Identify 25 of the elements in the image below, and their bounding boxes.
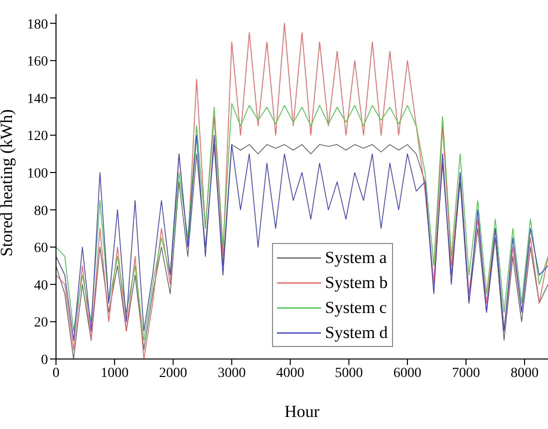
x-tick-label: 5000 <box>334 366 363 381</box>
y-tick-label: 140 <box>27 92 48 107</box>
x-tick-label: 0 <box>52 366 60 381</box>
legend-label: System c <box>325 297 387 319</box>
x-tick-label: 1000 <box>100 366 129 381</box>
y-tick-label: 40 <box>34 278 48 294</box>
legend-label: System b <box>325 272 388 294</box>
y-tick-label: 80 <box>34 204 48 219</box>
y-tick-label: 60 <box>34 241 48 256</box>
x-tick-label: 2000 <box>159 366 188 381</box>
y-tick-label: 160 <box>27 54 48 70</box>
y-tick-label: 20 <box>34 316 48 331</box>
y-tick-label: 100 <box>27 166 48 182</box>
y-axis-title: Stored heating (kWh) <box>0 109 16 256</box>
legend-label: System a <box>325 247 387 269</box>
x-tick-label: 6000 <box>393 366 422 381</box>
x-tick-label: 4000 <box>276 366 304 381</box>
y-tick-label: 180 <box>27 17 48 32</box>
x-tick-label: 3000 <box>218 366 246 381</box>
x-tick-label: 8000 <box>510 366 539 381</box>
x-tick-label: 7000 <box>452 366 480 381</box>
x-axis-title: Hour <box>284 402 320 421</box>
y-tick-label: 0 <box>41 352 48 368</box>
legend-label: System d <box>325 322 388 344</box>
y-tick-label: 120 <box>27 129 48 144</box>
